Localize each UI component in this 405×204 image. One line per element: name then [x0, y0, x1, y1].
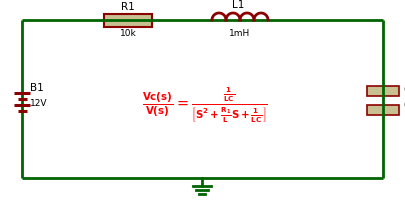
- Text: B1: B1: [30, 83, 44, 93]
- Text: 1mH: 1mH: [229, 29, 251, 38]
- Text: R1: R1: [121, 2, 135, 12]
- Text: $\mathbf{\frac{Vc(s)}{V(s)}} = \mathbf{\frac{\frac{1}{LC}}{\left[S^2 + \frac{R_1: $\mathbf{\frac{Vc(s)}{V(s)}} = \mathbf{\…: [142, 85, 268, 125]
- Bar: [367, 85, 399, 95]
- Bar: [104, 13, 152, 27]
- Text: 0.1uF: 0.1uF: [403, 102, 405, 111]
- Text: L1: L1: [232, 0, 244, 10]
- Text: 10k: 10k: [119, 29, 136, 38]
- Bar: [367, 104, 399, 114]
- Text: 12V: 12V: [30, 100, 47, 109]
- Text: C1: C1: [403, 85, 405, 95]
